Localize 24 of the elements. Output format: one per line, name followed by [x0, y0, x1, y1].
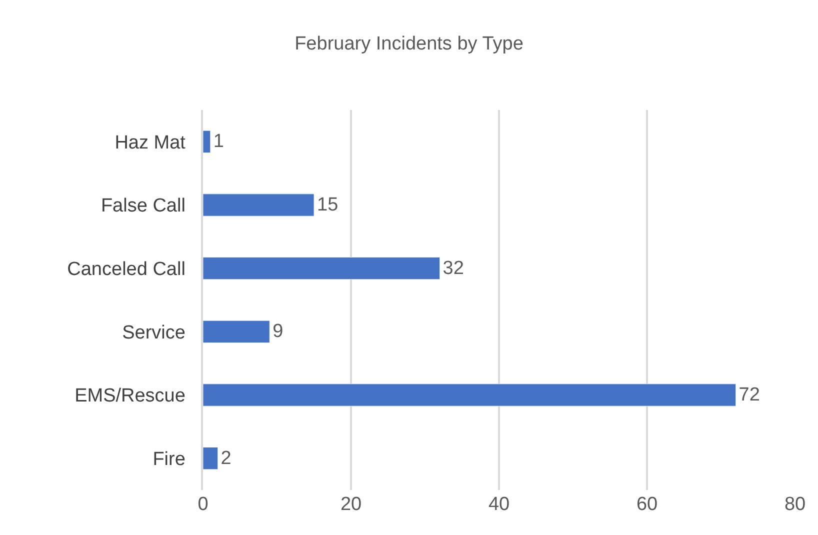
y-tick-label: EMS/Rescue — [74, 386, 186, 407]
y-tick-label: False Call — [100, 196, 186, 217]
data-label: 9 — [272, 321, 284, 342]
data-label: 72 — [738, 384, 760, 406]
y-tick-label: Canceled Call — [67, 258, 186, 280]
chart-title: February Incidents by Type — [294, 33, 524, 54]
y-tick-label: Haz Mat — [114, 132, 186, 154]
x-tick-label: 60 — [636, 494, 658, 515]
x-tick-label: 0 — [198, 494, 208, 515]
bar — [203, 384, 736, 406]
data-label: 1 — [213, 131, 224, 152]
bar — [203, 257, 440, 280]
data-label: 15 — [317, 194, 338, 216]
x-tick-label: 40 — [488, 494, 510, 515]
bar — [203, 447, 218, 470]
x-tick-label: 80 — [784, 494, 806, 515]
y-tick-label: Service — [122, 322, 186, 344]
bar — [203, 320, 270, 343]
data-label: 2 — [220, 448, 232, 469]
data-label: 32 — [442, 258, 464, 279]
bar — [203, 130, 211, 153]
y-tick-label: Fire — [152, 448, 186, 470]
x-tick-label: 20 — [340, 494, 362, 515]
bar — [203, 194, 314, 216]
